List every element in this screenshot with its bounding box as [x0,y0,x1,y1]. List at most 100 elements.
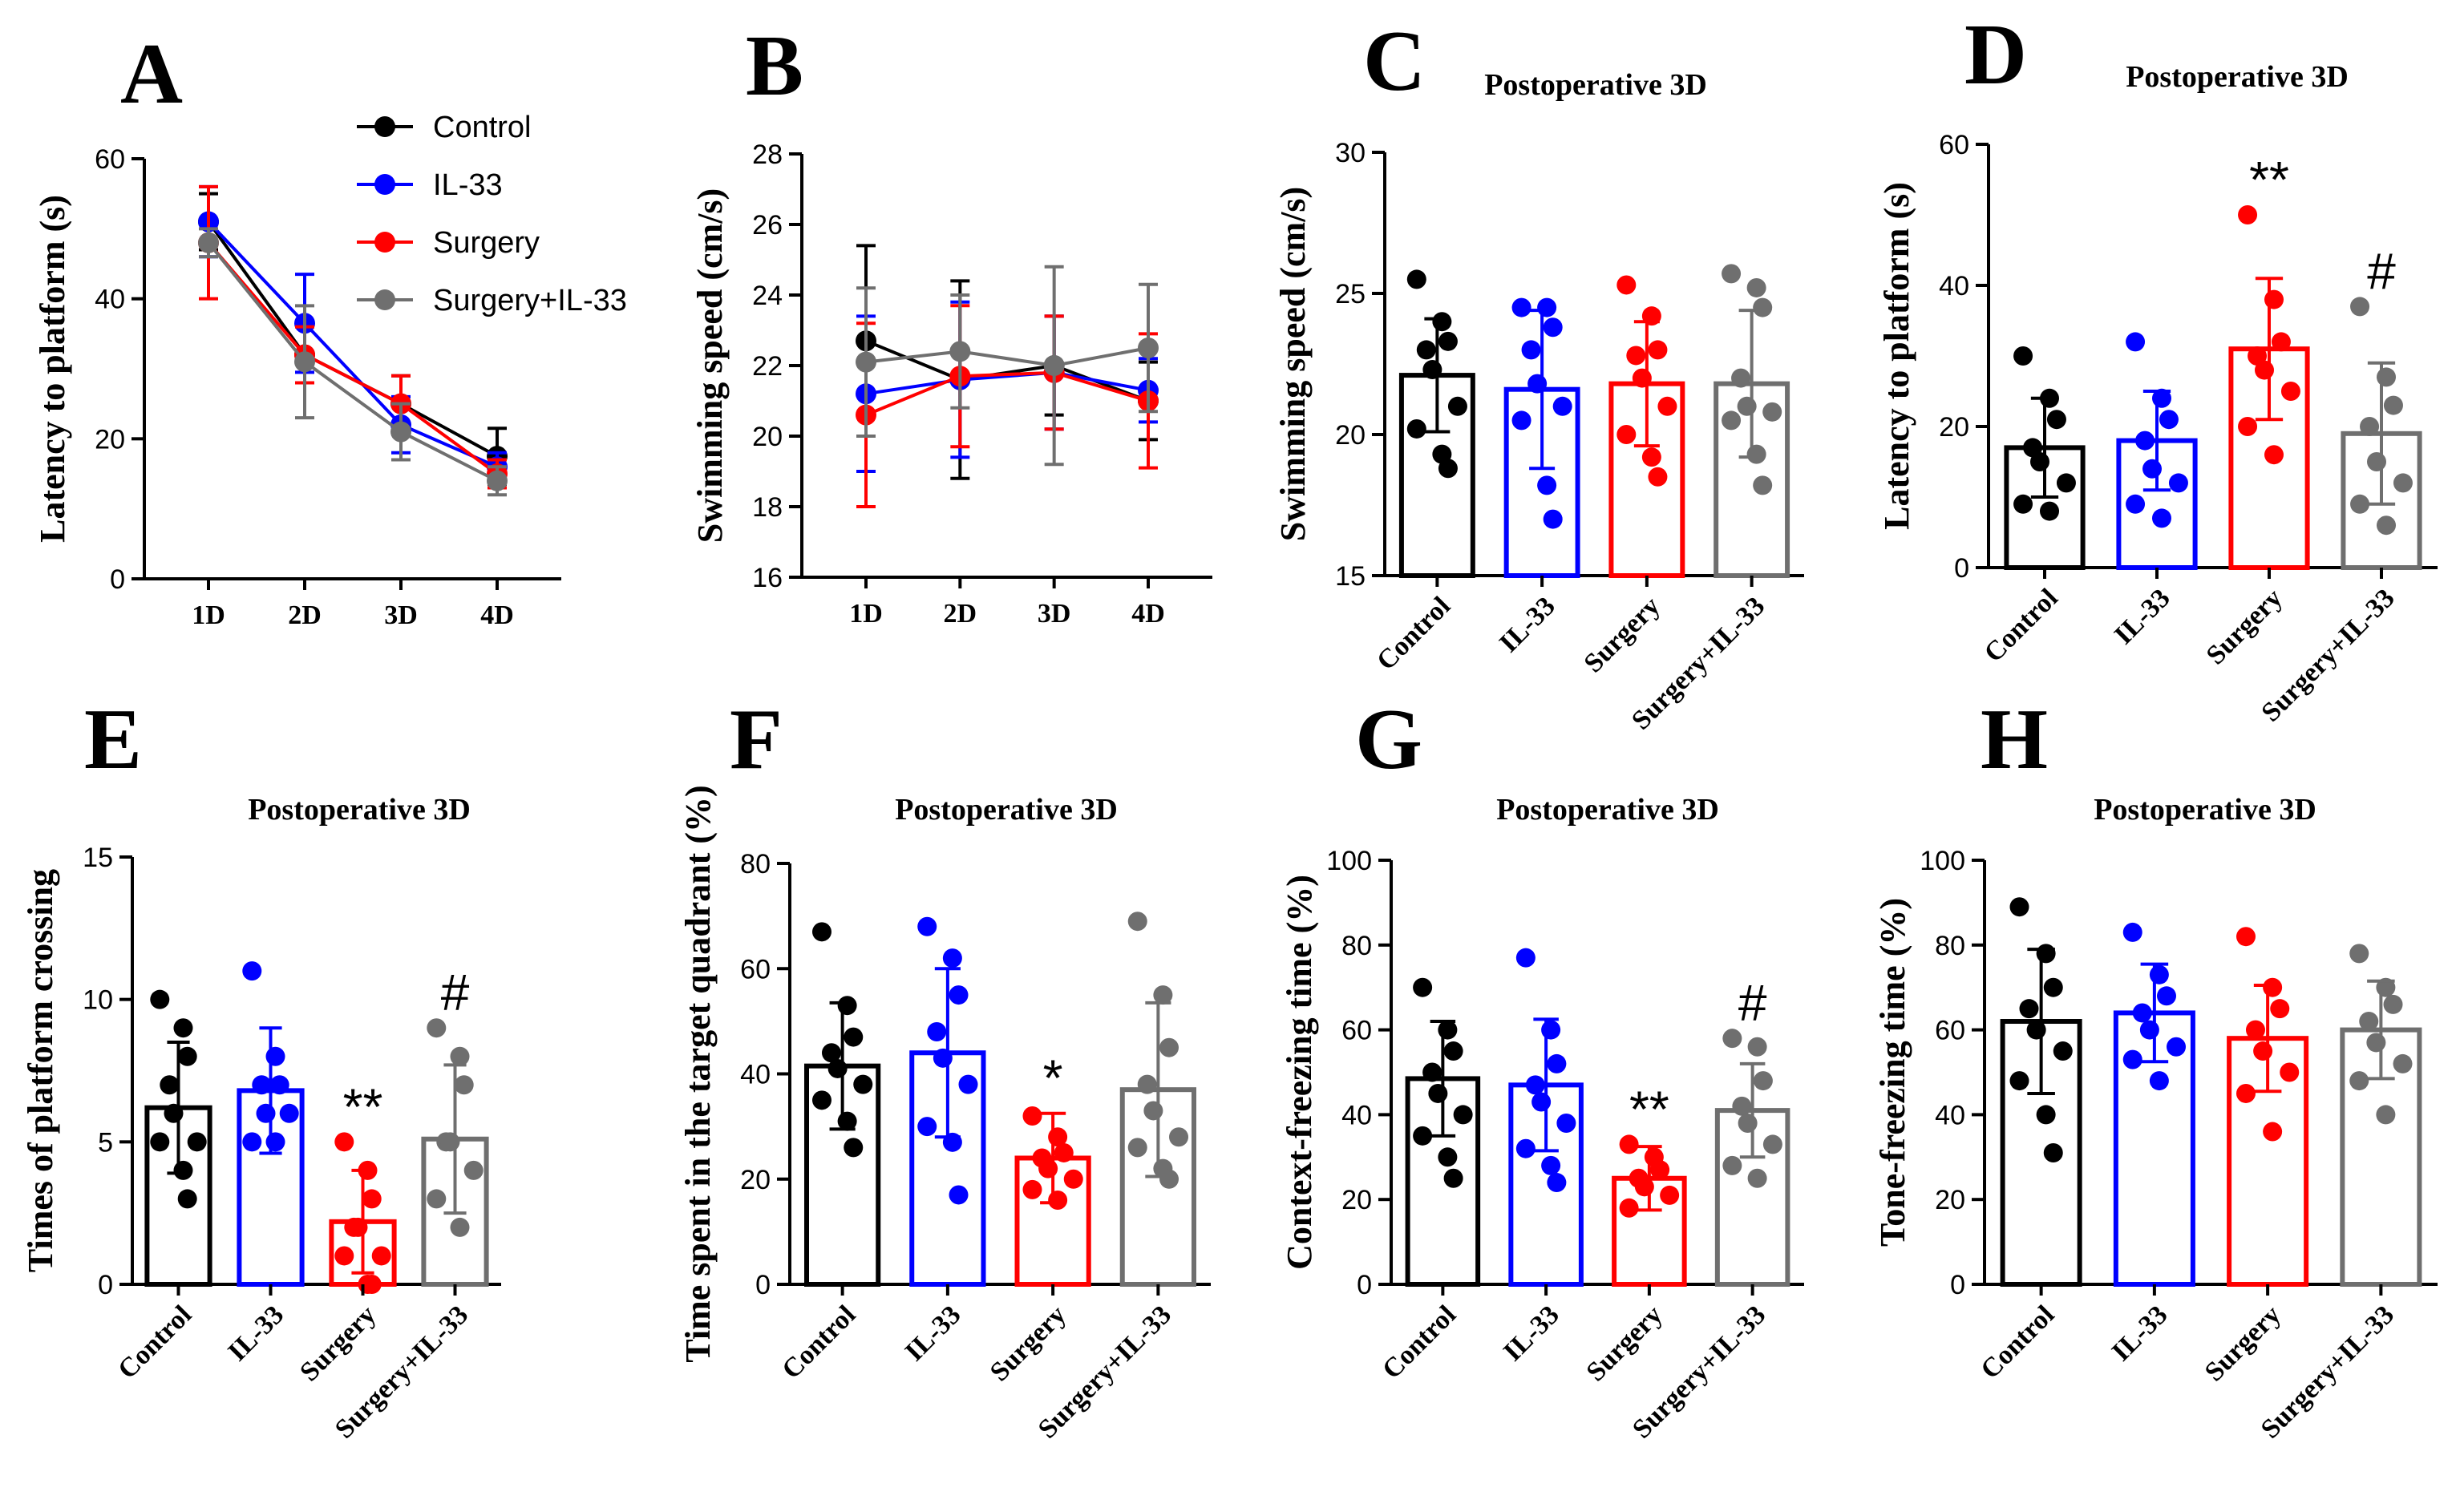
bar-group-il-33 [237,961,305,1287]
data-point [1648,467,1668,487]
data-point [1731,368,1751,388]
data-point [917,916,937,936]
data-point [1432,312,1452,332]
data-point [1537,297,1557,317]
data-point [856,351,876,373]
data-point [1619,1198,1639,1218]
data-point [1722,1029,1742,1049]
data-point [1541,1155,1561,1175]
x-tick-label: 2D [944,599,977,629]
panel-a: A 0 20 40 60 Latency to platform (s) 1D 2D 3D 4D C… [33,26,627,630]
series-line [207,241,499,475]
data-point [1722,264,1742,284]
data-point [2135,431,2155,451]
data-point [2019,999,2039,1019]
data-point [2393,473,2413,493]
x-tick-label: Surgery [294,1300,382,1387]
data-point [2122,1049,2142,1069]
y-tick-label: 0 [110,564,125,595]
data-point [1632,368,1652,388]
y-tick-label: 60 [1935,1016,1965,1046]
series-surgery-il-33 [856,265,1159,467]
data-point [294,351,315,373]
data-point [2383,395,2403,415]
y-tick-label: 60 [95,144,125,175]
y-tick-label: 25 [1335,279,1366,309]
panel-f: F Postoperative 3D 0 20 40 60 80 Time spent in … [678,692,1211,1445]
data-point [1453,1105,1473,1125]
x-tick-label: Surgery [985,1300,1072,1387]
data-point [463,1160,484,1180]
data-point [1552,396,1572,416]
data-point [2167,1037,2187,1057]
bar-group-surgery-il-33: # [1714,974,1790,1287]
data-point [2377,367,2396,387]
data-point [279,1103,299,1123]
panel-title: Postoperative 3D [2126,60,2349,94]
data-point [2157,986,2177,1006]
data-point [1619,1134,1639,1154]
y-tick-label: 60 [1341,1016,1372,1046]
series-line [207,220,498,469]
data-point [187,1132,207,1152]
data-point [949,1185,969,1205]
y-tick-label: 10 [83,985,113,1016]
data-point [454,1075,474,1095]
data-point [844,1027,864,1047]
data-point [427,1018,447,1038]
y-tick-label: 26 [752,210,783,241]
y-tick-label: 0 [98,1270,113,1300]
data-point [2367,452,2386,471]
data-point [2360,417,2380,436]
x-tick-label: IL-33 [2109,583,2176,650]
y-tick-label: 100 [1920,846,1965,876]
data-point [2350,494,2370,514]
bar-group-surgery: ** [329,1077,397,1294]
panel-letter: A [120,26,183,122]
data-point [2132,1003,2152,1023]
bar-group-surgery-il-33: # [421,964,489,1288]
x-tick-label: Surgery [2201,583,2288,670]
data-point [177,1046,197,1066]
data-point [487,470,508,491]
data-point [450,1217,470,1237]
bar-group-il-33 [2113,922,2195,1287]
data-point [1737,396,1757,416]
data-point [1438,1147,1458,1167]
data-point [2013,346,2033,366]
data-point [2168,473,2188,493]
legend-label: IL-33 [433,168,503,202]
data-point [2056,473,2076,493]
data-point [2159,410,2179,430]
y-tick-label: 16 [752,563,783,593]
data-point [2235,1083,2256,1103]
data-point [2264,445,2284,465]
data-point [1428,1083,1448,1103]
significance-mark: # [1738,974,1767,1032]
series-control [856,244,1159,480]
data-point [427,1189,447,1209]
data-point [811,1090,831,1110]
data-point [1038,1158,1058,1178]
panel-title: Postoperative 3D [1496,793,1719,827]
data-point [173,1018,193,1038]
data-point [2126,332,2146,352]
data-point [334,1132,354,1152]
data-point [1413,1126,1433,1146]
data-point [1541,1020,1561,1040]
data-point [1531,1092,1552,1112]
y-axis-label: Times of platform crossing [21,869,60,1272]
data-point [1738,1113,1758,1133]
data-point [265,1046,285,1066]
y-tick-label: 20 [1939,412,1969,443]
data-point [1722,1155,1742,1175]
data-point [2013,494,2033,514]
y-tick-label: 18 [752,492,783,523]
legend-label: Control [433,111,532,144]
y-tick-label: 40 [1935,1100,1965,1130]
bar-group-il-33 [1508,948,1584,1287]
bar-group-surgery: ** [1612,1080,1687,1287]
data-point [2122,922,2142,942]
data-point [1022,1106,1042,1126]
